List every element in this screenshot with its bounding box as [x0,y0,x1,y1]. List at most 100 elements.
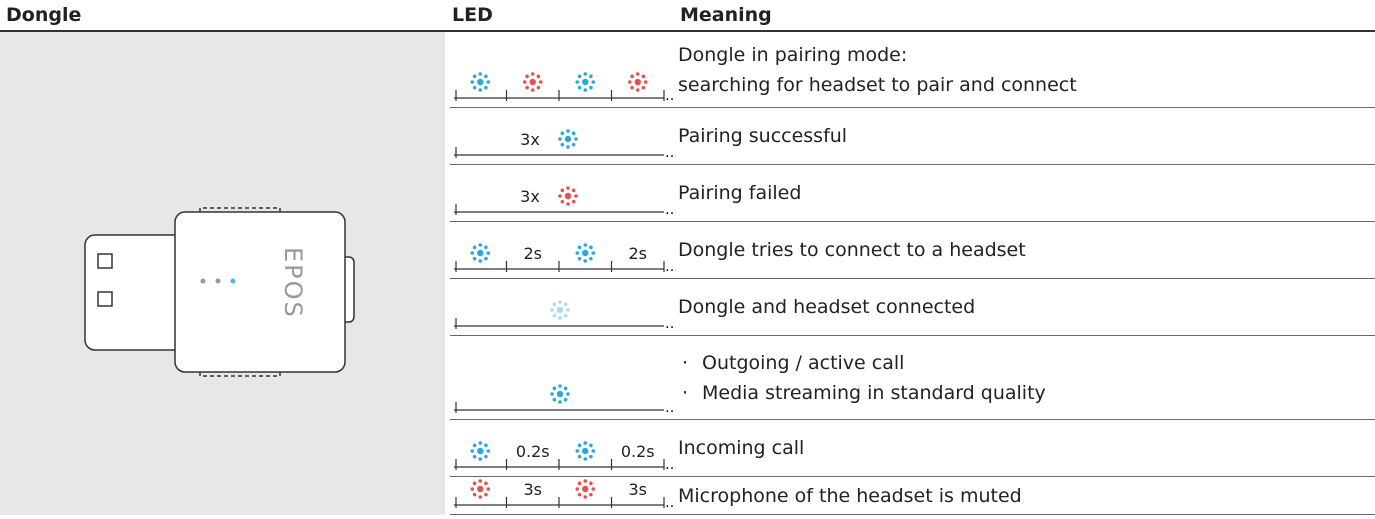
table-row: … 2s 2s Dongle tries to connect to a headse… [450,222,1375,279]
led-ray [558,384,562,388]
led-ray [571,131,576,136]
logo: EPOS [279,247,307,319]
led-ray [566,129,570,133]
table-row: …Outgoing / active callMedia streaming i… [450,336,1375,420]
led-icon [556,390,564,398]
meaning-line: Dongle and headset connected [678,296,976,318]
led-ray [552,397,557,402]
led-ray [484,74,488,79]
led-ray [536,85,541,90]
led-ray [571,188,576,193]
led-ray [538,80,543,84]
led-ray [470,251,475,255]
led-ray [571,142,576,147]
led-ray [478,495,483,499]
header-meaning: Meaning [680,4,772,26]
led-icon [564,135,572,143]
led-ray [591,449,596,453]
led-ray [484,443,488,448]
led-pattern: … 0.2s 0.2s [454,441,676,473]
led-label: 2s [628,244,647,263]
led-ray [472,454,477,459]
meaning-line: Microphone of the headset is muted [678,484,1022,507]
meaning: Dongle tries to connect to a headset [678,222,1026,278]
led-ray [470,449,475,453]
led-ray [484,245,488,250]
led-ray [486,487,491,491]
led-ray [574,194,578,198]
led-ray [522,80,527,84]
led-ray [563,302,568,307]
led-ray [558,400,562,404]
led-ray [566,308,570,312]
led-ray [575,449,580,453]
meaning-line: Dongle in pairing mode: [678,43,908,66]
led-ray [575,487,580,491]
led-ray [583,495,588,499]
led-ray [641,85,646,90]
led-ray [583,441,588,445]
led-ray [486,80,491,84]
meaning-line: Media streaming in standard quality [678,378,1046,408]
led-ray [577,443,582,448]
meaning-line: Incoming call [678,437,805,459]
led-pattern: … 3x [454,129,676,161]
led-ray [472,481,477,486]
led-ray [470,80,475,84]
led-ray [577,256,582,261]
meaning-line: Pairing failed [678,182,802,204]
led-ray [478,88,483,92]
led-ray [470,487,475,491]
led-ray [577,85,582,90]
led-label: 3x [520,187,540,206]
led-ray [560,199,565,204]
led-icon [556,306,564,314]
led-ray [552,386,557,391]
meaning: Outgoing / active callMedia streaming in… [678,336,1046,419]
led-ray [484,492,488,497]
led-ray [530,88,535,92]
led-ray [630,74,634,79]
led-ray [478,259,483,263]
led-label: 0.2s [621,442,655,461]
led-ray [575,251,580,255]
led-ray [558,316,562,320]
led-ray [591,80,596,84]
led-ray [589,492,593,497]
led-ray [630,85,634,90]
led-ray [550,308,554,312]
table-row: … 3x Pairing failed [450,165,1375,222]
led-ray [552,313,557,318]
led-ray [627,80,632,84]
led-ray [563,313,568,318]
led-ray [575,80,580,84]
led-ray [583,457,588,461]
led-ray [589,443,593,448]
led-label: 3s [628,480,647,499]
led-ray [589,481,593,486]
led-ray [478,479,483,483]
led-ray [589,256,593,261]
led-ray [560,188,565,193]
led-ray [643,80,648,84]
led-ray [574,137,578,141]
led-pattern: … 3s 3s [454,479,676,511]
led-ray [583,479,588,483]
led-ray [635,88,640,92]
led-ray [525,85,529,90]
table-row: … Dongle in pairing mode: searching for he… [450,32,1375,108]
led-ray [530,72,535,76]
led-label: 3s [523,480,542,499]
led-icon [582,249,589,257]
led-ray [478,457,483,461]
led-pattern: … 3x [454,186,676,218]
ellipsis: … [665,457,676,473]
led-ray [560,131,565,136]
led-ray [591,487,596,491]
led-icon [477,249,484,257]
led-ray [472,256,477,261]
led-ray [478,243,483,247]
meaning: Pairing successful [678,108,847,164]
led-ray [472,85,477,90]
